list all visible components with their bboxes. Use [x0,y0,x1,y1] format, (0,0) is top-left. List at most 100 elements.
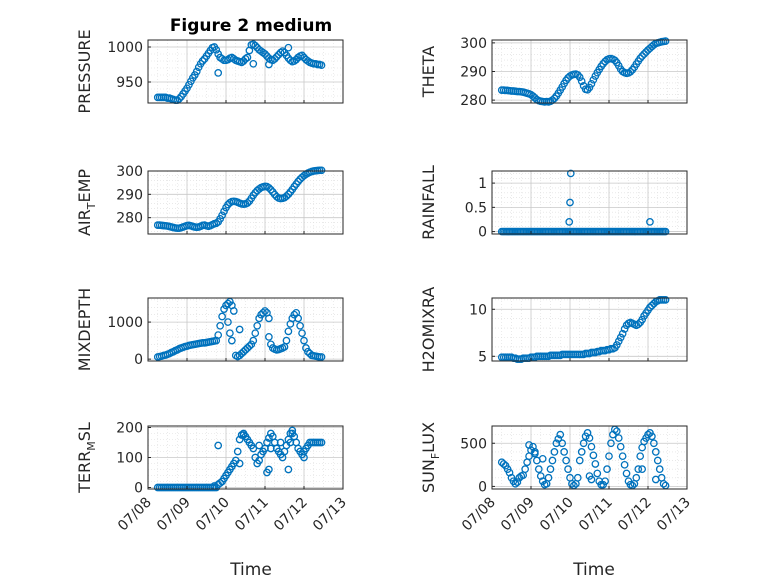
data-point [587,79,596,88]
axes-box [491,297,688,362]
data-point [278,47,287,56]
data-point [661,37,670,45]
axes-box [147,39,344,104]
data-point [198,57,207,65]
data-point [577,77,586,86]
data-point [216,321,224,330]
x-tick-label: 07/12 [271,495,311,535]
data-point [192,67,201,76]
x-tick-label: 07/13 [654,495,694,535]
data-point [575,456,584,465]
data-point [544,473,553,482]
data-point [589,451,598,460]
axes-box [491,170,688,235]
data-point [226,297,234,306]
x-tick-label: 07/08 [115,495,155,535]
data-point [249,336,258,345]
data-point [265,465,273,474]
data-point [229,55,238,63]
data-point [284,190,293,199]
data-point [235,325,244,334]
data-point [565,218,574,226]
data-point [636,452,645,461]
y-tick-label: 300 [116,164,143,180]
data-point [251,41,260,50]
data-point [562,456,570,465]
data-point [587,442,596,451]
data-point [646,218,654,226]
y-axis-label: TERRMSL [75,422,98,494]
data-point [218,312,226,321]
y-tick-label: 10 [469,302,487,318]
data-point [534,465,543,474]
y-axis-label: PRESSURE [75,29,94,113]
data-point [653,456,662,465]
data-point [255,441,263,450]
data-point [239,431,248,439]
data-point [556,430,565,439]
data-point [265,333,273,341]
data-point [243,53,252,62]
data-point [568,479,576,488]
data-point [235,435,244,444]
y-axis-label: RAINFALL [419,165,438,240]
data-point [317,438,326,447]
x-tick-label: 07/12 [615,495,655,535]
data-point [575,73,584,82]
data-point [294,177,302,186]
y-axis-label: SUNFLUX [419,422,442,493]
data-point [648,432,656,441]
data-point [233,447,242,456]
data-point [651,475,660,484]
data-point [626,67,635,76]
data-point [638,52,647,60]
data-point [266,185,275,194]
data-point [261,307,269,315]
data-point [638,315,647,324]
data-point [649,439,658,448]
data-point [218,211,226,220]
y-tick-label: 280 [460,93,487,109]
data-point [276,48,285,57]
y-axis-label: H2OMIXRA [419,287,438,373]
data-point [251,329,260,338]
data-point [304,57,312,65]
data-point [270,55,279,63]
data-point [601,477,609,486]
data-point [651,448,660,456]
data-point [585,434,594,442]
data-point [521,465,530,474]
plot-area [148,171,343,234]
data-point [622,469,631,478]
data-point [282,192,291,201]
data-point [614,337,623,346]
data-point [235,459,244,468]
data-point [511,479,520,488]
data-point [618,329,627,338]
data-point [296,321,304,330]
data-point [620,460,629,469]
data-point [566,169,575,178]
y-axis-label: AIRTEMP [75,169,98,236]
data-point [214,69,223,77]
data-point [253,321,262,330]
data-point [614,434,623,442]
y-tick-label: 0 [134,352,143,368]
data-point [513,478,522,486]
data-point [266,340,275,349]
data-point [224,299,232,308]
y-tick-label: 290 [460,65,487,81]
y-tick-label: 0 [134,481,143,497]
data-point [616,442,625,451]
y-tick-label: 100 [116,451,143,467]
data-point [558,439,567,448]
data-point [265,434,273,442]
data-point [538,454,547,463]
data-point [317,61,326,70]
data-point [214,331,223,339]
data-point [214,441,223,450]
data-point [249,444,258,453]
data-point [284,327,293,336]
data-point [573,71,582,79]
data-point [640,50,648,58]
